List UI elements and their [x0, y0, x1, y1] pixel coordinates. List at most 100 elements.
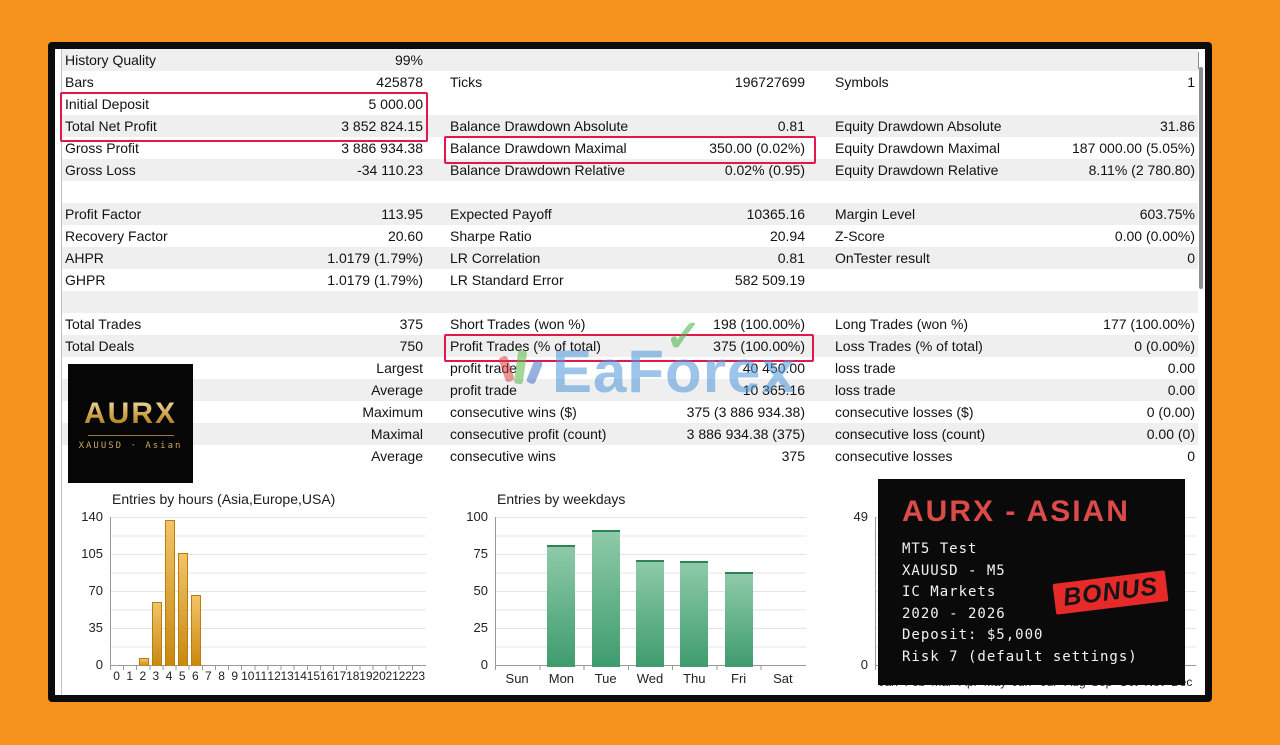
stat-value: 8.11% (2 780.80) — [1088, 162, 1195, 178]
chart-hours-xlabel: 10 — [241, 669, 255, 683]
chart-hours-xlabel: 18 — [346, 669, 360, 683]
stat-label: Total Trades — [65, 316, 142, 332]
chart-hours-ytick: 140 — [81, 509, 103, 524]
stat-label: consecutive losses — [835, 448, 953, 464]
chart-hours-xlabel: 12 — [267, 669, 281, 683]
report-content: History Quality 99% Bars 425878 Ticks 1967276… — [55, 49, 1205, 695]
stat-value: 350.00 (0.02%) — [709, 140, 805, 156]
table-row: Maximal consecutive profit (count) 3 886 9… — [62, 423, 1198, 445]
stat-label: Short Trades (won %) — [450, 316, 586, 332]
chart-hours-xlabel: 9 — [231, 669, 239, 683]
chart-hours-xlabel: 19 — [359, 669, 373, 683]
stat-label: Gross Loss — [65, 162, 136, 178]
stat-value: 177 (100.00%) — [1103, 316, 1195, 332]
stat-value: Average — [371, 448, 423, 464]
promo-lines: MT5 Test XAUUSD - M5 IC Markets 2020 - 2026… — [878, 539, 1185, 668]
content-edge-divider — [61, 49, 62, 695]
stat-label: loss trade — [835, 382, 896, 398]
stat-label: Gross Profit — [65, 140, 139, 156]
table-row: History Quality 99% — [62, 49, 1198, 71]
stat-label: Profit Trades (% of total) — [450, 338, 601, 354]
stat-label: Loss Trades (% of total) — [835, 338, 983, 354]
stat-label: Z-Score — [835, 228, 885, 244]
stat-label: Equity Drawdown Absolute — [835, 118, 1002, 134]
stat-value: 198 (100.00%) — [713, 316, 805, 332]
promo-line: Deposit: $5,000 — [902, 627, 1044, 643]
stat-value: 3 886 934.38 — [341, 140, 423, 156]
chart-hours-xlabel: 4 — [165, 669, 173, 683]
stat-label: consecutive profit (count) — [450, 426, 607, 442]
chart-weekdays-bar — [636, 560, 664, 667]
table-row: AHPR 1.0179 (1.79%) LR Correlation 0.81 OnTe… — [62, 247, 1198, 269]
chart-hours-xlabel: 22 — [398, 669, 412, 683]
vertical-scrollbar-thumb[interactable] — [1199, 67, 1203, 289]
stat-value: 0 — [1187, 250, 1195, 266]
chart-hours-xlabel: 17 — [333, 669, 347, 683]
chart-weekdays-xlabel: Tue — [594, 671, 617, 686]
stat-label: loss trade — [835, 360, 896, 376]
stat-label: Equity Drawdown Maximal — [835, 140, 1000, 156]
stat-value: 113.95 — [381, 206, 423, 222]
stat-value: Maximum — [362, 404, 423, 420]
stat-label: Recovery Factor — [65, 228, 168, 244]
chart-weekdays-bar — [591, 530, 620, 667]
stat-value: 0.81 — [777, 250, 805, 266]
chart-hours-xlabel: 0 — [113, 669, 120, 683]
stat-value: -34 110.23 — [357, 162, 423, 178]
chart-weekdays-xlabel: Thu — [683, 671, 706, 686]
stat-value: 99% — [394, 52, 423, 68]
chart-hours-xlabel: 21 — [385, 669, 399, 683]
chart-hours-ytick: 0 — [95, 657, 103, 672]
chart-hours-xlabel: 8 — [218, 669, 225, 683]
stat-label: OnTester result — [835, 250, 930, 266]
chart-hours-xlabel: 7 — [205, 669, 212, 683]
stat-value: 31.86 — [1159, 118, 1195, 134]
stat-value: Largest — [376, 360, 423, 376]
stat-label: Total Net Profit — [65, 118, 157, 134]
stat-value: 582 509.19 — [734, 272, 805, 288]
stat-label: profit trade — [450, 382, 517, 398]
stat-label: Total Deals — [65, 338, 135, 354]
promo-title: AURX - ASIAN — [902, 495, 1130, 528]
stat-value: 375 (100.00%) — [713, 338, 805, 354]
chart-weekdays-ytick: 25 — [473, 620, 488, 635]
table-row: GHPR 1.0179 (1.79%) LR Standard Error 582 5… — [62, 269, 1198, 291]
promo-line: 2020 - 2026 — [902, 605, 1006, 622]
table-row: Gross Loss -34 110.23 Balance Drawdown Rel… — [62, 159, 1198, 181]
stat-value: 196727699 — [734, 74, 805, 90]
table-row: Average profit trade 10 365.16 loss trade 0.… — [62, 379, 1198, 401]
stat-value: 10 365.16 — [742, 382, 805, 398]
aurx-logo-subtitle: XAUUSD · Asian — [78, 440, 183, 451]
chart-hours-bar — [165, 520, 176, 666]
stat-label: GHPR — [65, 272, 106, 288]
stat-label: consecutive wins ($) — [450, 404, 577, 420]
stat-label: Expected Payoff — [450, 206, 552, 222]
stat-value: 1.0179 (1.79%) — [327, 272, 423, 288]
table-row: Profit Factor 113.95 Expected Payoff 10365.… — [62, 203, 1198, 225]
highlight-box-initial-deposit — [60, 92, 428, 142]
report-window: History Quality 99% Bars 425878 Ticks 1967276… — [48, 42, 1212, 702]
stat-value: 5 000.00 — [368, 96, 424, 112]
promo-overlay: AURX - ASIAN MT5 Test XAUUSD - M5 IC Marke… — [878, 479, 1185, 685]
stat-value: 1.0179 (1.79%) — [327, 250, 423, 266]
chart-hours-plot — [110, 517, 426, 666]
table-row: Bars 425878 Ticks 196727699 Symbols 1 — [62, 71, 1198, 93]
chart-weekdays-xticks — [495, 666, 805, 670]
chart-hours-xticks — [110, 666, 425, 670]
chart-hours-xlabel: 6 — [191, 669, 199, 683]
aurx-logo-text: AURX — [83, 396, 177, 430]
chart-weekdays-xlabel: Wed — [636, 671, 664, 686]
table-row: Gross Profit 3 886 934.38 Balance Drawdown… — [62, 137, 1198, 159]
promo-line: MT5 Test — [902, 541, 978, 557]
chart-weekdays-xlabel: Sat — [773, 671, 793, 686]
chart-months-ytick: 0 — [860, 657, 868, 672]
table-row: Maximum consecutive wins ($) 375 (3 886 93… — [62, 401, 1198, 423]
stat-value: 0 — [1187, 448, 1195, 464]
stat-value: 750 — [399, 338, 423, 354]
stat-value: 0.00 — [1167, 382, 1195, 398]
stat-value: 10365.16 — [746, 206, 805, 222]
stat-value: 3 886 934.38 (375) — [686, 426, 805, 442]
chart-hours-bar — [138, 658, 149, 666]
aurx-logo: AURX XAUUSD · Asian — [68, 364, 193, 483]
chart-hours-xlabel: 14 — [293, 669, 307, 683]
